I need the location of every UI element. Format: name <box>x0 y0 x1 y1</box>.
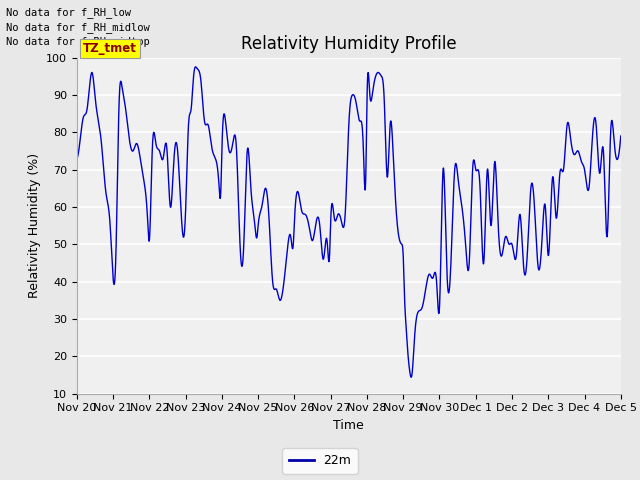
Text: No data for f_RH_midlow: No data for f_RH_midlow <box>6 22 150 33</box>
Text: No data for f_RH_low: No data for f_RH_low <box>6 7 131 18</box>
X-axis label: Time: Time <box>333 419 364 432</box>
Text: No data for f_RH_midtop: No data for f_RH_midtop <box>6 36 150 47</box>
Legend: 22m: 22m <box>282 448 358 474</box>
Title: Relativity Humidity Profile: Relativity Humidity Profile <box>241 35 456 53</box>
Y-axis label: Relativity Humidity (%): Relativity Humidity (%) <box>28 153 40 298</box>
Text: TZ_tmet: TZ_tmet <box>83 42 137 55</box>
